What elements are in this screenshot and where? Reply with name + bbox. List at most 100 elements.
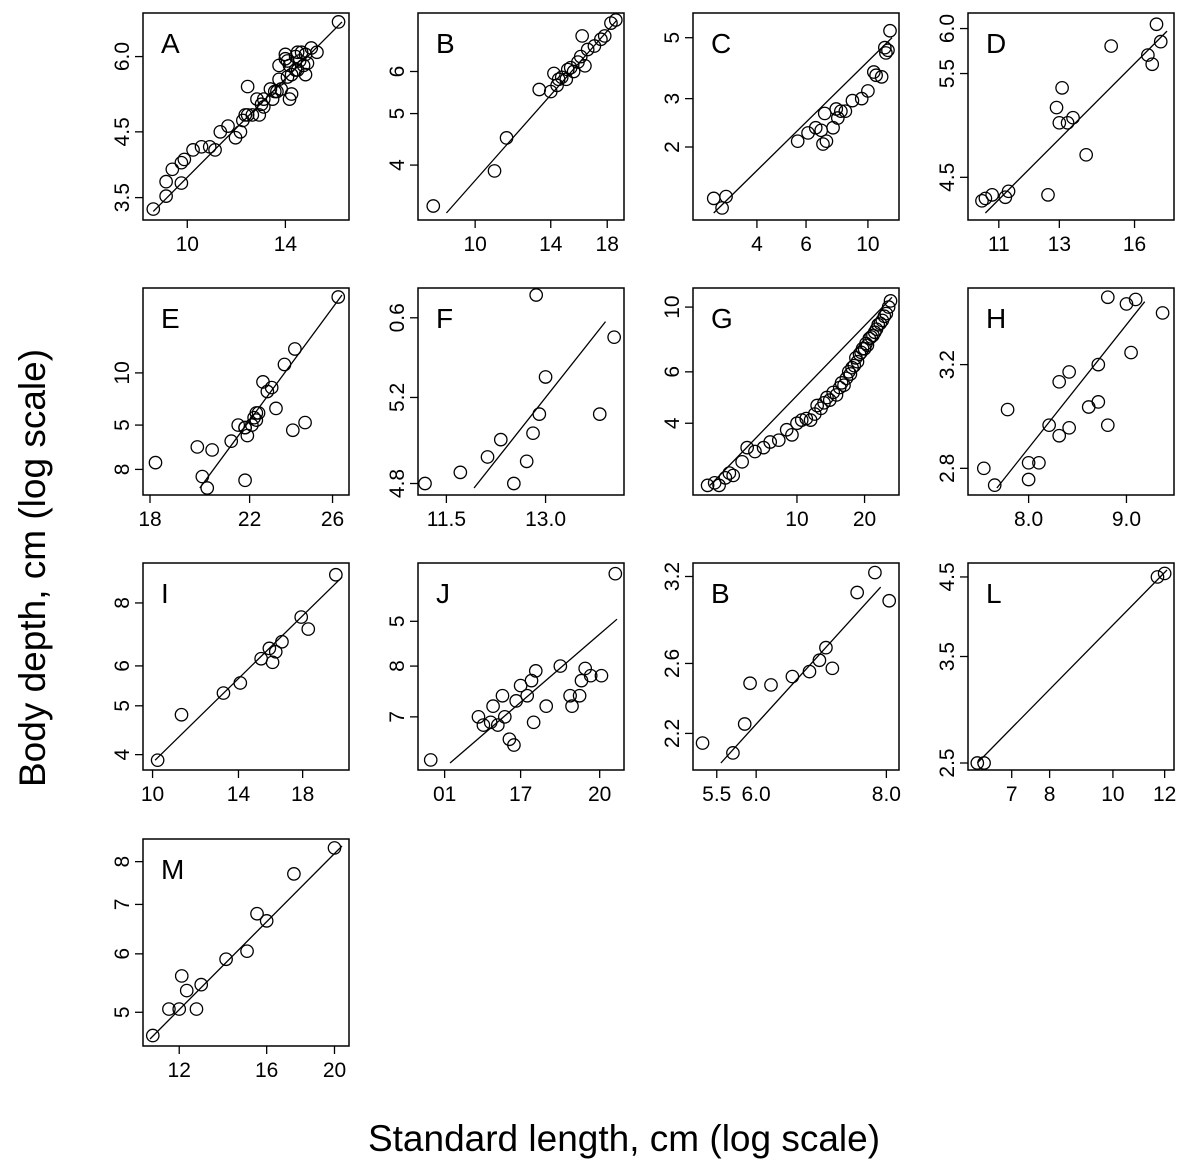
data-point xyxy=(1062,420,1076,435)
data-point xyxy=(1157,566,1172,581)
data-point xyxy=(162,1002,176,1016)
data-point xyxy=(233,676,248,690)
data-point xyxy=(221,119,235,133)
data-point xyxy=(268,644,283,659)
x-tick-label: 18 xyxy=(291,783,314,806)
data-point xyxy=(854,91,869,106)
plot-frame xyxy=(967,12,1175,221)
data-point xyxy=(719,189,733,204)
data-point xyxy=(573,49,588,64)
panel-letter: M xyxy=(161,854,184,885)
data-point xyxy=(275,634,289,649)
data-point xyxy=(1001,184,1016,199)
x-tick-label: 10 xyxy=(463,233,486,256)
data-point xyxy=(245,108,260,122)
data-point xyxy=(1104,39,1119,53)
data-point xyxy=(287,867,301,881)
data-point xyxy=(551,72,566,87)
x-tick-label: 4 xyxy=(751,233,763,256)
data-point xyxy=(1032,455,1046,470)
y-tick-label: 5 xyxy=(111,419,134,431)
x-tick-label: 6 xyxy=(800,233,812,256)
points-group xyxy=(148,290,346,495)
fit-line xyxy=(996,301,1146,489)
data-point xyxy=(174,707,189,722)
y-tick-label: 6 xyxy=(386,66,409,78)
data-point xyxy=(495,688,510,703)
data-point xyxy=(779,422,794,437)
data-point xyxy=(256,100,271,114)
data-point xyxy=(1060,115,1075,130)
data-point xyxy=(868,565,882,580)
panel-letter: I xyxy=(161,578,169,609)
data-point xyxy=(277,357,292,372)
data-point xyxy=(608,566,623,581)
data-point xyxy=(883,294,898,308)
x-tick-label: 8 xyxy=(1044,783,1056,806)
data-point xyxy=(418,476,432,491)
data-point xyxy=(252,108,267,122)
panel-3: 4 6 10 2 3 5 C xyxy=(661,12,900,256)
data-point xyxy=(238,473,252,488)
data-point xyxy=(1052,374,1067,389)
data-point xyxy=(771,433,786,448)
x-tick-label: 16 xyxy=(1123,233,1146,256)
data-point xyxy=(294,610,309,624)
data-point xyxy=(497,710,512,724)
y-tick-label: 6.0 xyxy=(111,42,134,71)
data-point xyxy=(785,428,799,442)
y-tick-label: 5 xyxy=(386,615,409,627)
points-group xyxy=(975,17,1168,208)
panel-7: 10 20 4 6 10 G xyxy=(661,287,900,531)
y-tick-label: 8 xyxy=(111,856,134,868)
data-point xyxy=(200,481,215,495)
fit-line xyxy=(720,586,882,764)
data-point xyxy=(1149,17,1164,32)
fit-line xyxy=(984,30,1168,214)
y-tick-label: 2.2 xyxy=(661,719,684,748)
y-tick-label: 3.2 xyxy=(661,562,684,591)
y-tick-label: 5 xyxy=(111,1006,134,1018)
plot-frame xyxy=(967,287,1175,496)
data-point xyxy=(816,137,830,151)
data-point xyxy=(159,189,173,203)
panel-letter: F xyxy=(436,303,453,334)
plot-frame xyxy=(142,287,350,496)
x-tick-label: 10 xyxy=(176,233,199,256)
data-point xyxy=(608,13,623,27)
data-point xyxy=(499,131,514,145)
data-point xyxy=(529,288,544,302)
points-group xyxy=(970,566,1172,770)
panel-letter: H xyxy=(986,303,1006,334)
data-point xyxy=(148,455,163,470)
data-point xyxy=(219,952,233,967)
x-tick-label: 10 xyxy=(856,233,879,256)
y-tick-label: 2.8 xyxy=(936,454,959,483)
data-point xyxy=(737,717,752,731)
panel-11: 5.5 6.0 8.0 2.2 2.6 3.2 B xyxy=(661,562,901,806)
panel-letter: B xyxy=(711,578,730,609)
data-point xyxy=(284,87,299,101)
data-point xyxy=(873,316,888,331)
data-point xyxy=(159,174,173,189)
y-tick-label: 4.8 xyxy=(386,469,409,498)
fit-line xyxy=(709,296,893,486)
data-point xyxy=(1081,400,1096,414)
points-group xyxy=(423,566,623,767)
x-tick-label: 18 xyxy=(138,508,161,531)
plot-frame xyxy=(692,287,900,496)
data-point xyxy=(976,461,991,476)
data-point xyxy=(553,659,568,673)
data-point xyxy=(864,330,879,344)
data-point xyxy=(594,32,608,47)
points-group xyxy=(145,841,342,1043)
data-point xyxy=(331,290,346,304)
data-point xyxy=(195,469,210,484)
y-tick-label: 10 xyxy=(111,361,134,384)
plot-frame xyxy=(967,562,1175,771)
data-point xyxy=(260,384,275,399)
y-tick-label: 6 xyxy=(111,660,134,672)
data-point xyxy=(471,710,486,724)
data-point xyxy=(881,43,895,58)
